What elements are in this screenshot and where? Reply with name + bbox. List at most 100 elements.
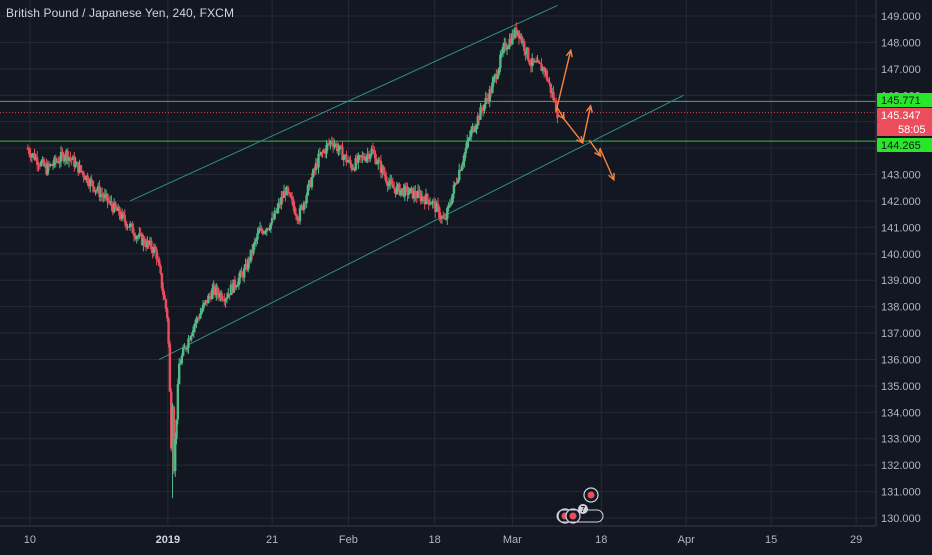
- candle-body: [181, 348, 185, 356]
- candle-body: [252, 244, 255, 254]
- channel-upper-line: [129, 4, 558, 202]
- projection-arrow-head: [608, 172, 615, 182]
- candle-body: [93, 186, 96, 192]
- candle-body: [35, 157, 39, 165]
- candle-body: [188, 338, 191, 341]
- candle-body: [473, 129, 477, 132]
- candle-body: [398, 183, 401, 195]
- candle-body: [483, 104, 486, 111]
- candle-body: [151, 249, 154, 253]
- projection-arrow-line: [555, 105, 565, 120]
- candle-body: [309, 180, 312, 188]
- candle-body: [350, 164, 353, 170]
- price-tag-label: 144.265: [881, 140, 921, 152]
- candle-body: [455, 182, 458, 184]
- candle-body: [444, 218, 448, 220]
- y-tick-label: 149.000: [881, 11, 921, 23]
- candle-body: [318, 153, 322, 155]
- candle-body: [508, 39, 511, 47]
- candle-body: [484, 97, 487, 105]
- candle-body: [493, 74, 497, 78]
- candle-body: [517, 30, 521, 39]
- candle-body: [66, 150, 69, 161]
- candle-body: [174, 438, 177, 472]
- chart-title: British Pound / Japanese Yen, 240, FXCM: [6, 6, 235, 20]
- candle-body: [31, 153, 35, 155]
- candle-body: [424, 194, 428, 205]
- candle-body: [373, 151, 376, 155]
- candle-body: [351, 168, 355, 170]
- candle-body: [476, 116, 480, 126]
- candle-body: [312, 169, 315, 178]
- candle-body: [205, 300, 209, 304]
- candle-body: [61, 152, 64, 154]
- candle-body: [86, 175, 89, 184]
- y-tick-label: 132.000: [881, 460, 921, 472]
- price-tag: [877, 138, 932, 152]
- candle-body: [278, 202, 282, 205]
- candle-body: [98, 186, 101, 197]
- projection-arrow-line: [563, 118, 584, 144]
- x-tick-label: 29: [850, 534, 862, 546]
- candle-body: [220, 292, 223, 300]
- candle-body: [468, 136, 472, 139]
- candle-body: [537, 60, 541, 63]
- candle-body: [294, 213, 298, 216]
- candle-body: [219, 292, 222, 298]
- candle-body: [95, 190, 99, 192]
- candle-body: [539, 62, 542, 64]
- candle-body: [532, 58, 535, 63]
- candle-body: [139, 233, 142, 235]
- candle-body: [467, 138, 470, 142]
- candle-body: [221, 299, 225, 301]
- candle-body: [126, 226, 129, 228]
- candle-body: [349, 159, 352, 165]
- y-tick-label: 136.000: [881, 354, 921, 366]
- candle-body: [540, 63, 543, 72]
- y-tick-label: 148.000: [881, 37, 921, 49]
- candle-body: [123, 214, 126, 222]
- candle-body: [83, 177, 87, 180]
- candle-body: [124, 221, 128, 228]
- candle-body: [81, 170, 84, 173]
- candle-body: [281, 196, 284, 198]
- candle-body: [132, 233, 136, 237]
- candle-body: [339, 145, 343, 147]
- candle-body: [236, 285, 239, 287]
- candle-body: [488, 89, 491, 102]
- candle-body: [536, 60, 539, 63]
- candle-body: [107, 201, 111, 203]
- candle-body: [280, 196, 283, 205]
- y-tick-label: 141.000: [881, 222, 921, 234]
- candle-body: [477, 116, 481, 120]
- candle-body: [78, 165, 81, 173]
- candle-body: [556, 112, 559, 119]
- candle-body: [225, 297, 229, 300]
- candle-body: [208, 295, 211, 297]
- candle-body: [451, 193, 454, 203]
- event-markers[interactable]: 7: [556, 487, 604, 524]
- candle-body: [204, 300, 207, 303]
- candle-body: [264, 231, 267, 233]
- candle-body: [131, 223, 134, 234]
- candle-body: [91, 180, 95, 187]
- candle-body: [30, 154, 34, 158]
- candle-body: [106, 193, 109, 202]
- x-tick-label: 18: [595, 534, 607, 546]
- candle-body: [326, 143, 330, 146]
- x-tick-label: 10: [24, 534, 36, 546]
- candle-body: [346, 161, 349, 163]
- candle-body: [150, 240, 153, 250]
- candle-body: [385, 176, 388, 183]
- price-tag-label: 145.771: [881, 95, 921, 107]
- candle-body: [353, 168, 356, 171]
- candle-body: [231, 284, 234, 293]
- candle-body: [256, 233, 259, 240]
- candle-body: [183, 347, 186, 349]
- candle-body: [29, 153, 32, 158]
- grid: [0, 0, 876, 526]
- candle-body: [305, 195, 308, 204]
